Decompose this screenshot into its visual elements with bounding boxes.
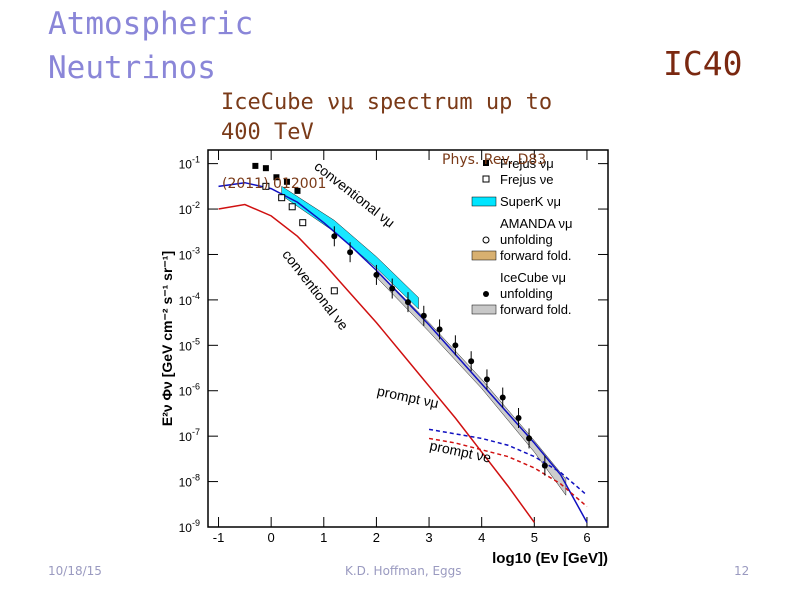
x-tick-label: 0: [268, 530, 275, 545]
y-tick-label: 10-3: [179, 245, 200, 262]
legend-marker: [482, 236, 490, 244]
frejus-numu-point: [252, 162, 259, 169]
icecube-unfolding-point: [452, 342, 459, 349]
icecube-unfolding-point: [331, 233, 338, 240]
y-axis-label: E²ν Φν [GeV cm⁻² s⁻¹ sr⁻¹]: [159, 251, 175, 426]
frejus-numu-point: [262, 165, 269, 172]
legend-label: forward fold.: [500, 302, 572, 317]
x-tick-label: 3: [425, 530, 432, 545]
legend-label: IceCube νμ: [500, 270, 566, 285]
y-tick-label: 10-2: [179, 200, 200, 217]
footer-date: 10/18/15: [48, 564, 102, 578]
icecube-forward-band: [376, 269, 567, 496]
x-tick-label: 4: [478, 530, 485, 545]
y-tick-exponent: -6: [192, 382, 200, 392]
icecube-unfolding-point: [515, 414, 522, 421]
legend-label: Frejus νe: [500, 172, 553, 187]
legend-marker: [482, 175, 490, 183]
y-tick-exponent: -2: [192, 200, 200, 210]
x-tick-label: -1: [213, 530, 225, 545]
legend-marker: [483, 160, 489, 166]
y-tick-label: 10-1: [179, 155, 200, 172]
y-tick-exponent: -7: [192, 427, 200, 437]
y-tick-label: 10-6: [179, 382, 200, 399]
frejus-nue-point: [330, 287, 338, 295]
y-tick-exponent: -8: [192, 473, 200, 483]
curve-prompt_nue: [428, 437, 588, 508]
x-axis-label: log10 (Eν [GeV]): [492, 550, 608, 567]
curve-conventional_numu: [218, 181, 588, 523]
legend-label: Frejus νμ: [500, 156, 554, 171]
x-tick-label: 6: [583, 530, 590, 545]
frejus-nue-point: [262, 182, 270, 190]
icecube-unfolding-point: [405, 299, 411, 306]
legend-marker: [471, 250, 497, 261]
icecube-unfolding-point: [420, 312, 427, 319]
y-tick-exponent: -9: [192, 518, 200, 528]
y-tick-label: 10-7: [179, 427, 200, 444]
icecube-unfolding-point: [541, 462, 548, 469]
y-tick-exponent: -1: [192, 155, 200, 165]
y-tick-label: 10-8: [179, 473, 200, 490]
y-tick-label: 10-4: [179, 291, 200, 308]
y-tick-exponent: -3: [192, 245, 200, 255]
frejus-numu-point: [283, 178, 290, 185]
reference-line2: (2011) 012001: [222, 176, 327, 192]
frejus-nue-point: [299, 219, 307, 227]
icecube-unfolding-point: [483, 376, 490, 383]
slide-title-line2: Neutrinos: [48, 50, 216, 86]
plot-frame: [207, 149, 609, 528]
legend-label: unfolding: [500, 286, 553, 301]
frejus-nue-point: [278, 194, 286, 202]
frejus-numu-point: [273, 174, 280, 181]
icecube-unfolding-point: [389, 285, 396, 292]
legend-label: unfolding: [500, 232, 553, 247]
icecube-unfolding-point: [526, 435, 533, 442]
legend-marker: [471, 196, 497, 207]
legend-label: forward fold.: [500, 248, 572, 263]
y-tick-label: 10-9: [179, 518, 200, 535]
y-tick-exponent: -5: [192, 336, 200, 346]
icecube-unfolding-point: [347, 249, 354, 256]
legend-marker: [471, 304, 497, 315]
legend-label: AMANDA νμ: [500, 216, 573, 231]
footer-page-number: 12: [734, 564, 750, 578]
slide-subtitle: IceCube νμ spectrum up to 400 TeV: [221, 90, 553, 145]
frejus-numu-point: [294, 187, 301, 194]
curve-prompt_numu: [428, 428, 588, 496]
x-tick-label: 2: [373, 530, 380, 545]
reference-line1: Phys. Rev. D83: [442, 152, 547, 168]
slide-title: Atmospheric Neutrinos: [48, 2, 253, 90]
legend-marker: [483, 291, 489, 297]
icecube-unfolding-point: [468, 358, 475, 365]
slide-title-line1: Atmospheric: [48, 6, 254, 42]
frejus-nue-point: [288, 203, 296, 211]
footer-author: K.D. Hoffman, Eggs: [345, 564, 462, 578]
detector-tag: IC40: [663, 44, 743, 83]
y-tick-label: 10-5: [179, 336, 200, 353]
icecube-unfolding-point: [499, 394, 506, 401]
icecube-unfolding-point: [373, 271, 380, 278]
y-tick-exponent: -4: [192, 291, 200, 301]
x-tick-label: 1: [320, 530, 327, 545]
curve-conventional_nue: [218, 203, 535, 523]
icecube-unfolding-point: [436, 326, 443, 333]
x-tick-label: 5: [531, 530, 538, 545]
legend-label: SuperK νμ: [500, 194, 561, 209]
